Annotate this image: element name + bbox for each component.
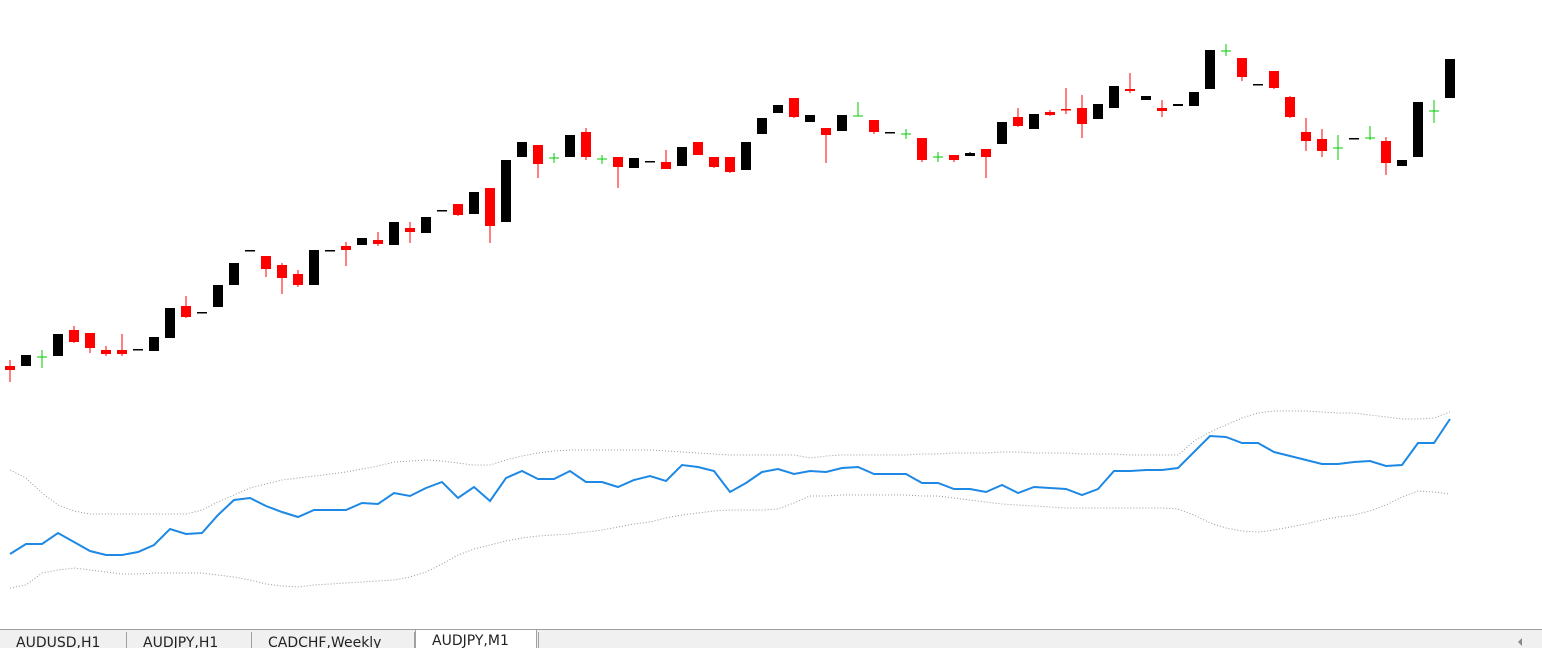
candle-body: [725, 157, 735, 172]
candle-body: [821, 128, 831, 135]
candle-body: [613, 157, 623, 167]
candle-body: [1013, 117, 1023, 126]
candle-body: [661, 162, 671, 169]
candle-body: [789, 98, 799, 117]
candle-body: [1125, 89, 1135, 91]
candle-body: [1077, 108, 1087, 124]
candle-body: [117, 350, 127, 354]
candle-body: [293, 274, 303, 285]
candle-body: [565, 135, 575, 157]
candle-body: [581, 132, 591, 157]
candle-body: [197, 312, 207, 314]
candle-body: [5, 366, 15, 370]
scrollbar[interactable]: [538, 632, 1542, 648]
candle-body: [229, 263, 239, 285]
candle-body: [1269, 71, 1279, 88]
candle-body: [101, 350, 111, 354]
candle-body: [469, 192, 479, 214]
scroll-left-arrow[interactable]: [1518, 638, 1522, 646]
candle-body: [277, 265, 287, 278]
candle-body: [1189, 92, 1199, 106]
candle-body: [1349, 138, 1359, 140]
candle-body: [21, 355, 31, 366]
candle-body: [629, 158, 639, 168]
candle-body: [645, 161, 655, 163]
candle-body: [965, 153, 975, 156]
candle-body: [453, 204, 463, 215]
candle-body: [1029, 114, 1039, 129]
candle-body: [341, 246, 351, 250]
candle-body: [1109, 86, 1119, 108]
candle-body: [741, 142, 751, 170]
candle-body: [1413, 102, 1423, 157]
candle-body: [373, 240, 383, 244]
candle-body: [501, 160, 511, 222]
indicator-line: [9, 418, 1451, 556]
candle-body: [517, 142, 527, 157]
candle-body: [949, 155, 959, 160]
candle-body: [837, 115, 847, 131]
candle-body: [997, 122, 1007, 144]
candle-body: [1093, 104, 1103, 119]
candle-body: [757, 118, 767, 134]
candle-body: [1253, 84, 1263, 86]
candle-body: [1445, 59, 1455, 98]
candle-body: [1061, 109, 1071, 111]
chart-tab[interactable]: CADCHF,Weekly: [252, 632, 415, 648]
candle-body: [85, 333, 95, 348]
candle-body: [133, 349, 143, 351]
chart-tab[interactable]: AUDUSD,H1: [0, 632, 127, 648]
candle-body: [1173, 104, 1183, 106]
candle-body: [181, 306, 191, 317]
candle-body: [1237, 58, 1247, 77]
candle-body: [53, 334, 63, 356]
candle-body: [709, 157, 719, 167]
candle-body: [869, 120, 879, 132]
chart-tab[interactable]: AUDJPY,H1: [127, 632, 252, 648]
candle-body: [1205, 50, 1215, 89]
candle-body: [149, 337, 159, 351]
chart-tab[interactable]: AUDJPY,M1: [415, 629, 537, 648]
candle-body: [1157, 108, 1167, 111]
candle-body: [165, 308, 175, 338]
candle-body: [421, 217, 431, 233]
candle-body: [917, 138, 927, 160]
candle-body: [773, 105, 783, 113]
candle-body: [261, 256, 271, 269]
candle-body: [437, 210, 447, 212]
candle-body: [693, 142, 703, 155]
candle-body: [325, 250, 335, 252]
candle-body: [805, 115, 815, 122]
candle-body: [245, 250, 255, 252]
candle-body: [1317, 139, 1327, 151]
band-line: [9, 410, 1451, 515]
candle-body: [1381, 141, 1391, 163]
candle-body: [69, 330, 79, 342]
chart: [5, 44, 1455, 589]
candle-body: [1397, 160, 1407, 166]
tab-bar: AUDUSD,H1 AUDJPY,H1 CADCHF,Weekly AUDJPY,M1: [0, 629, 1542, 648]
candle-body: [677, 147, 687, 166]
candle-body: [389, 222, 399, 245]
candle-body: [1285, 97, 1295, 117]
candle-body: [1301, 132, 1311, 141]
candle-body: [213, 285, 223, 307]
candle-body: [485, 188, 495, 226]
candle-body: [357, 238, 367, 245]
candle-body: [885, 132, 895, 134]
candle-body: [405, 228, 415, 232]
candle-body: [533, 145, 543, 164]
band-line: [9, 490, 1451, 589]
candle-body: [1141, 96, 1151, 100]
candle-body: [981, 149, 991, 157]
candle-body: [309, 250, 319, 285]
candle-body: [1045, 112, 1055, 115]
